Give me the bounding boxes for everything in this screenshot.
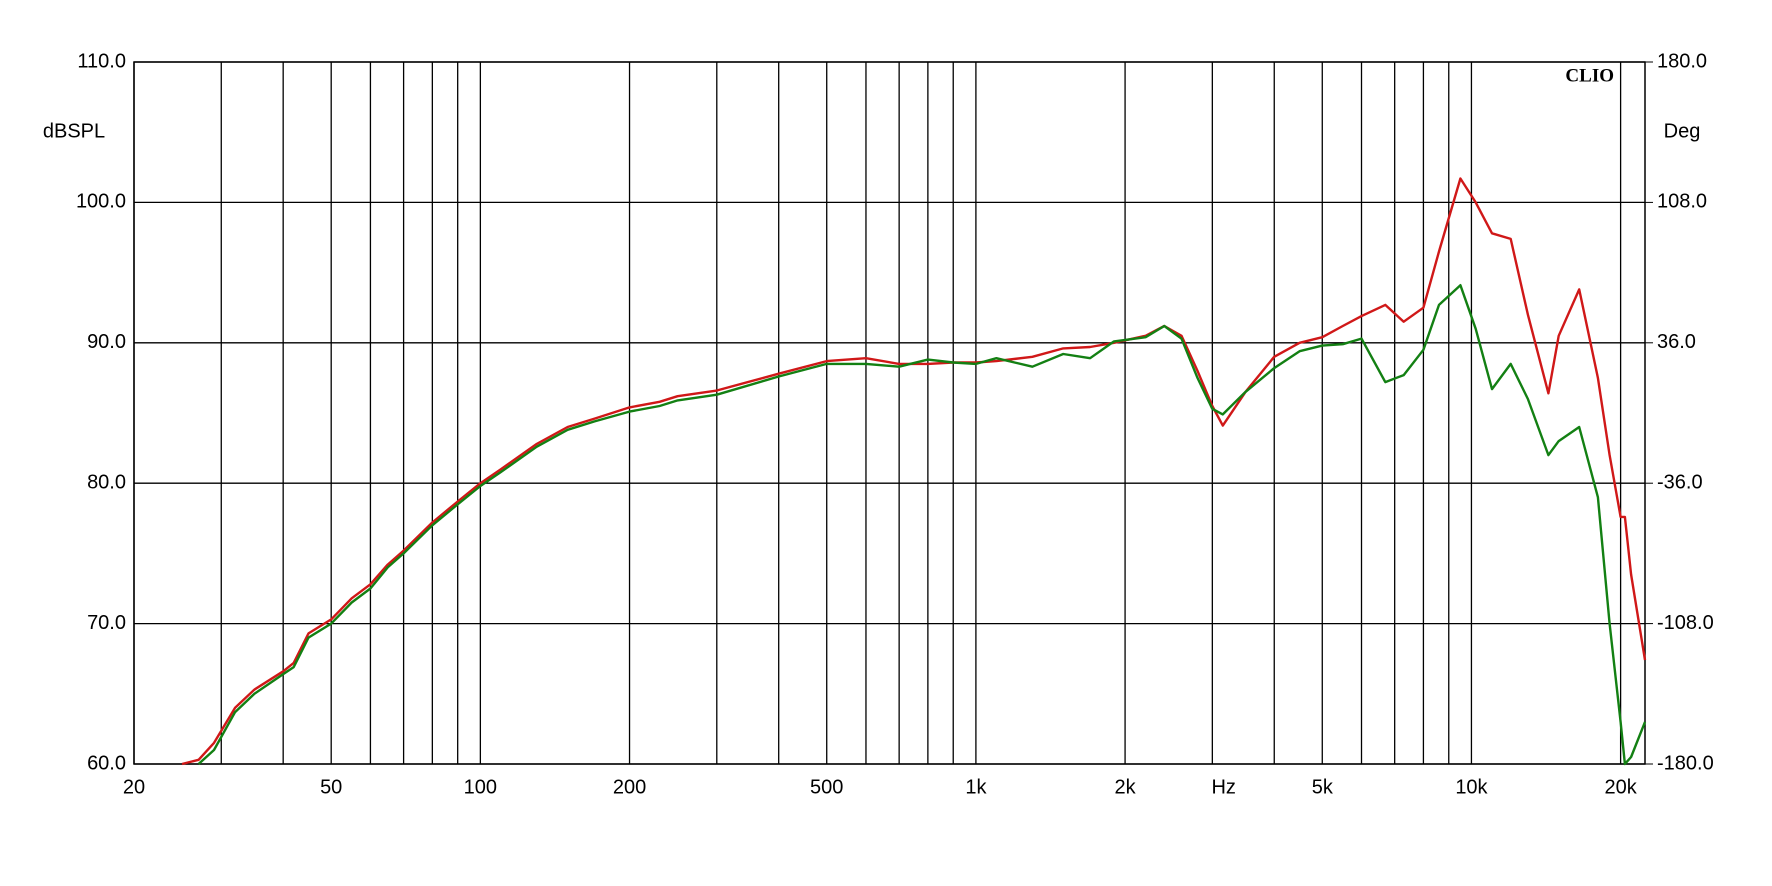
plot-frame xyxy=(133,61,1646,765)
y2-tick-label: -36.0 xyxy=(1657,471,1703,493)
y2-tick-label: -108.0 xyxy=(1657,612,1714,634)
y2-tick-label: -180.0 xyxy=(1657,752,1714,774)
y-tick-label: 100.0 xyxy=(76,191,126,213)
y-tick-label: 110.0 xyxy=(77,50,126,72)
x-tick-label: 100 xyxy=(464,776,497,798)
x-tick-label: 20k xyxy=(1604,776,1637,798)
x-tick-label: 5k xyxy=(1312,776,1334,798)
y2-axis-label: Deg xyxy=(1664,120,1701,142)
x-axis-label: Hz xyxy=(1211,776,1235,798)
series-line xyxy=(197,284,1647,766)
x-tick-label: 500 xyxy=(810,776,843,798)
y-axis-label: dBSPL xyxy=(43,120,105,142)
y-tick-label: 60.0 xyxy=(87,752,126,774)
y-tick-label: 80.0 xyxy=(87,471,126,493)
watermark: CLIO xyxy=(1565,65,1614,86)
y-tick-label: 90.0 xyxy=(87,331,126,353)
y2-tick-label: 36.0 xyxy=(1657,331,1696,353)
series-line xyxy=(181,177,1647,766)
x-tick-label: 50 xyxy=(320,776,342,798)
y-tick-label: 70.0 xyxy=(87,612,126,634)
y2-tick-label: 108.0 xyxy=(1657,191,1707,213)
x-tick-label: 1k xyxy=(965,776,987,798)
x-tick-label: 10k xyxy=(1455,776,1488,798)
y2-tick-label: 180.0 xyxy=(1657,50,1707,72)
x-tick-label: 2k xyxy=(1115,776,1137,798)
x-tick-label: 20 xyxy=(123,776,145,798)
x-tick-label: 200 xyxy=(613,776,646,798)
